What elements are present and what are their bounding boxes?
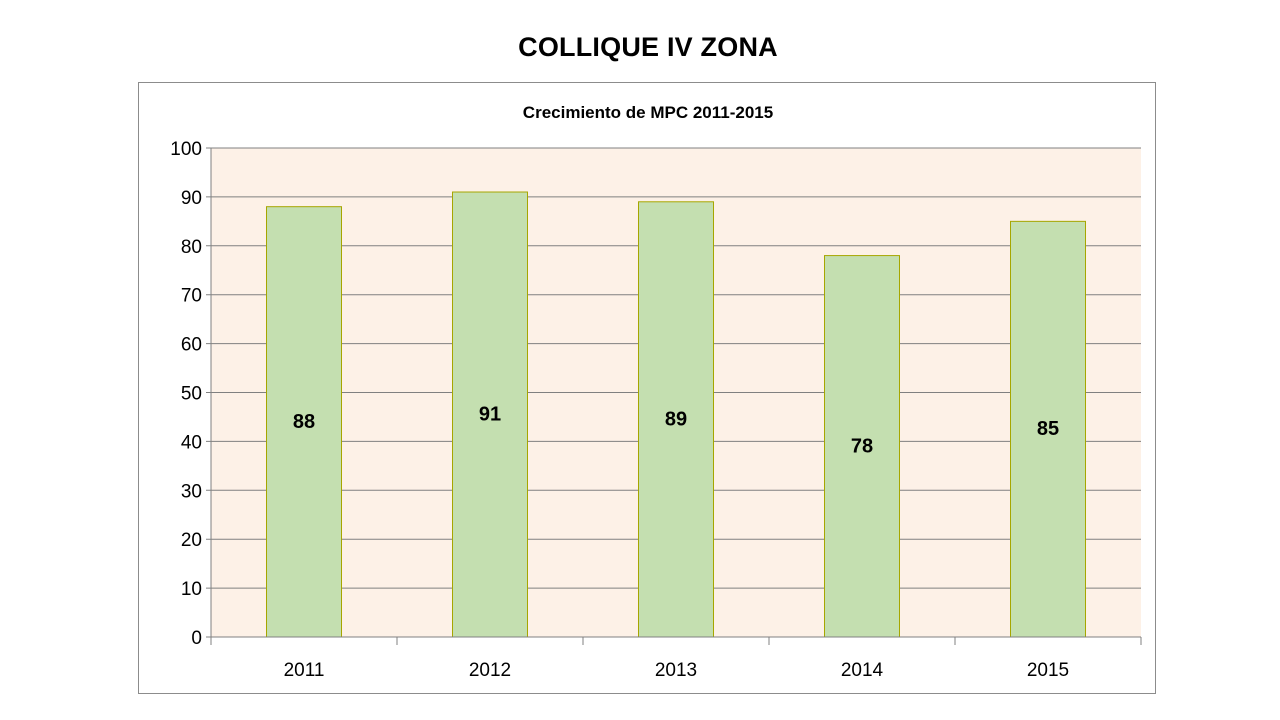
x-tick-label: 2014 bbox=[841, 660, 884, 681]
y-axis-ticks: 0 10 20 30 40 50 60 70 80 90 100 bbox=[170, 139, 202, 649]
slide-title: COLLIQUE IV ZONA bbox=[518, 32, 778, 62]
bar bbox=[1010, 220, 1086, 638]
bars bbox=[266, 191, 1086, 638]
x-tick-label: 2013 bbox=[655, 660, 697, 681]
y-tick-label: 0 bbox=[191, 628, 202, 649]
y-tick-label: 30 bbox=[181, 481, 202, 502]
x-tick-label: 2012 bbox=[469, 660, 511, 681]
data-label: 78 bbox=[851, 435, 873, 457]
data-label: 91 bbox=[479, 404, 501, 426]
y-tick-label: 20 bbox=[181, 530, 202, 551]
y-tick-label: 100 bbox=[170, 139, 202, 160]
axes bbox=[206, 148, 1142, 645]
bar-chart: Crecimiento de MPC 2011-2015 0 10 20 30 40 50… bbox=[170, 103, 1142, 681]
y-tick-label: 70 bbox=[181, 286, 202, 307]
y-tick-label: 90 bbox=[181, 188, 202, 209]
data-label: 85 bbox=[1037, 418, 1059, 440]
data-label: 88 bbox=[293, 411, 315, 433]
bar bbox=[266, 206, 342, 638]
y-tick-label: 60 bbox=[181, 335, 202, 356]
chart-frame: Crecimiento de MPC 2011-2015 0 10 20 30 40 50… bbox=[138, 82, 1156, 694]
data-labels: 88 91 89 78 85 bbox=[293, 404, 1059, 458]
y-tick-label: 10 bbox=[181, 579, 202, 600]
y-tick-label: 50 bbox=[181, 384, 202, 405]
y-tick-label: 80 bbox=[181, 237, 202, 258]
y-tick-label: 40 bbox=[181, 432, 202, 453]
x-tick-label: 2011 bbox=[284, 660, 325, 681]
x-axis-ticks: 2011 2012 2013 2014 2015 bbox=[284, 660, 1070, 681]
x-tick-label: 2015 bbox=[1027, 660, 1069, 681]
data-label: 89 bbox=[665, 408, 687, 430]
bar bbox=[452, 191, 528, 638]
chart-title: Crecimiento de MPC 2011-2015 bbox=[523, 103, 773, 122]
bar bbox=[638, 201, 714, 638]
